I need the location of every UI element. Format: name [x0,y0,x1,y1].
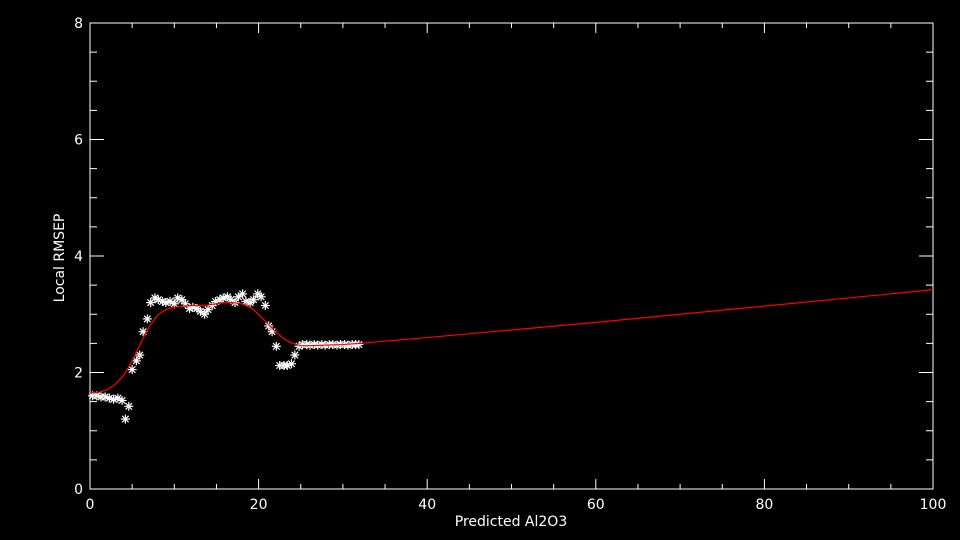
data-point [135,350,145,360]
data-point [238,289,248,299]
x-tick-label: 80 [755,497,773,513]
data-point [195,306,205,316]
data-point [142,314,152,324]
y-tick-label: 8 [74,16,83,32]
x-tick-labels: 0 20 40 60 80 100 [86,497,947,513]
x-tick-label: 100 [920,497,947,513]
data-point [218,293,228,303]
fit-line [89,289,934,394]
y-tick-label: 4 [74,249,83,265]
y-tick-labels: 0 2 4 6 8 [74,16,83,498]
data-point [117,395,127,405]
data-point [127,365,137,375]
x-tick-label: 40 [418,497,436,513]
plot-frame [89,22,934,490]
scatter-series [88,289,364,424]
data-point [260,301,270,311]
data-point [290,350,300,360]
y-tick-label: 2 [74,366,83,382]
y-tick-label: 6 [74,133,83,149]
tick-marks [89,22,934,490]
data-point [124,401,134,411]
data-point [286,359,296,369]
fit-line-series [89,289,934,394]
data-point [203,305,213,315]
x-tick-label: 0 [86,497,95,513]
x-tick-label: 20 [250,497,268,513]
data-point [104,393,114,403]
data-point [120,414,130,424]
data-point [271,341,281,351]
data-point [200,309,210,319]
data-point [256,292,266,302]
y-axis-label: Local RMSEP [52,214,68,303]
y-tick-label: 0 [74,482,83,498]
x-tick-label: 60 [587,497,605,513]
data-point [249,295,259,305]
x-axis-label: Predicted Al2O3 [455,514,567,530]
data-point [354,340,364,350]
